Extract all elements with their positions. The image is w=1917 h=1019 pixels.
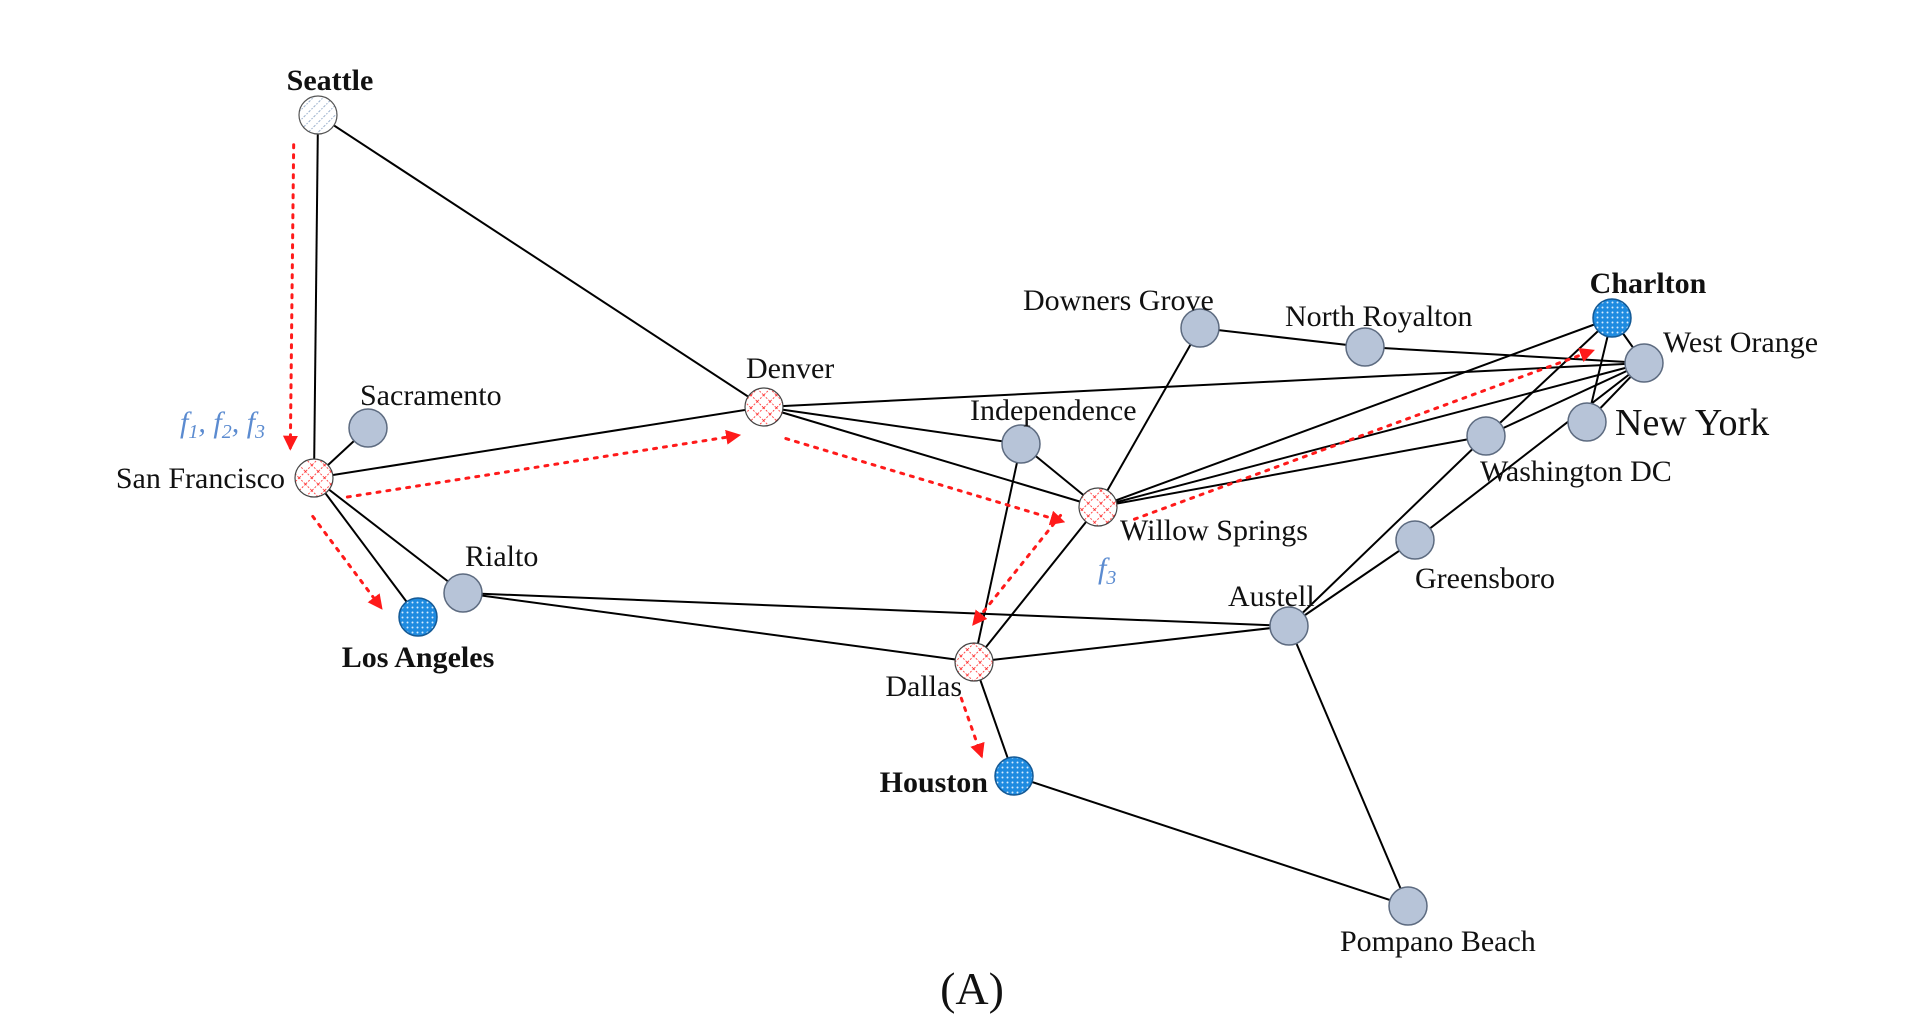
- edge-sanfrancisco-denver: [313, 406, 765, 479]
- labels-layer: Seattle San Francisco Sacramento Los Angele…: [116, 64, 1818, 958]
- edge-westorange-washingtondc: [1485, 362, 1645, 437]
- node-label-willowsprings: Willow Springs: [1120, 514, 1308, 547]
- node-washingtondc: [1466, 416, 1506, 456]
- node-independence: [1001, 424, 1041, 464]
- edge-denver-willowsprings: [763, 406, 1099, 508]
- edge-willowsprings-charlton: [1097, 317, 1613, 508]
- node-houston: [994, 756, 1034, 796]
- edge-northroyalton-westorange: [1364, 346, 1645, 364]
- node-label-rialto: Rialto: [465, 540, 538, 573]
- node-label-austell: Austell: [1228, 580, 1315, 613]
- node-label-greensboro: Greensboro: [1415, 562, 1555, 595]
- flow-arrow-denver-willowsprings: [784, 437, 1066, 526]
- flows-layer: [282, 143, 1595, 759]
- node-seattle: [298, 95, 338, 135]
- node-newyork: [1567, 402, 1607, 442]
- edge-austell-washingtondc: [1288, 435, 1487, 627]
- flow-label-willow-springs: f3: [1098, 552, 1116, 589]
- figure-caption: (A): [940, 963, 1004, 1014]
- flow-arrow-willowsprings-charlton: [1132, 347, 1595, 521]
- node-label-seattle: Seattle: [287, 64, 374, 97]
- edge-seattle-denver: [317, 114, 765, 408]
- edge-denver-westorange: [763, 362, 1645, 408]
- edge-sanfrancisco-losangeles: [313, 477, 419, 618]
- edge-downersgrove-northroyalton: [1199, 327, 1366, 348]
- node-northroyalton: [1345, 327, 1385, 367]
- node-pompanobeach: [1388, 886, 1428, 926]
- edge-willowsprings-dallas: [973, 506, 1099, 663]
- node-label-sanfrancisco: San Francisco: [116, 462, 285, 495]
- flow-label-san-francisco: f1, f2, f3: [180, 406, 265, 443]
- node-label-downersgrove: Downers Grove: [1023, 284, 1214, 317]
- node-label-northroyalton: North Royalton: [1285, 300, 1473, 333]
- edge-charlton-washingtondc: [1485, 317, 1613, 437]
- node-sanfrancisco: [294, 458, 334, 498]
- edge-willowsprings-washingtondc: [1097, 435, 1487, 508]
- node-label-losangeles: Los Angeles: [342, 641, 495, 674]
- node-sacramento: [348, 408, 388, 448]
- node-austell: [1269, 606, 1309, 646]
- edge-willowsprings-westorange: [1097, 362, 1645, 508]
- edge-downersgrove-willowsprings: [1097, 327, 1201, 508]
- edge-denver-independence: [763, 406, 1022, 445]
- node-label-houston: Houston: [880, 766, 989, 799]
- node-label-independence: Independence: [970, 394, 1137, 427]
- node-label-charlton: Charlton: [1590, 267, 1707, 300]
- node-westorange: [1624, 343, 1664, 383]
- node-label-denver: Denver: [746, 352, 834, 385]
- edge-sanfrancisco-rialto: [313, 477, 464, 594]
- flow-arrow-dallas-houston: [959, 696, 985, 759]
- node-label-newyork: New York: [1615, 402, 1769, 444]
- node-label-sacramento: Sacramento: [360, 379, 502, 412]
- edge-houston-pompanobeach: [1013, 775, 1409, 907]
- flow-arrow-sanfrancisco-losangeles: [311, 514, 383, 610]
- node-denver: [744, 387, 784, 427]
- node-greensboro: [1395, 520, 1435, 560]
- node-downersgrove: [1180, 308, 1220, 348]
- edge-rialto-dallas: [462, 592, 975, 663]
- flow-arrow-seattle-sanfrancisco: [282, 143, 298, 451]
- edge-dallas-austell: [973, 625, 1290, 663]
- node-label-westorange: West Orange: [1663, 326, 1818, 359]
- node-label-washingtondc: Washington DC: [1480, 455, 1672, 488]
- node-rialto: [443, 573, 483, 613]
- edge-rialto-austell: [462, 592, 1290, 627]
- node-label-pompanobeach: Pompano Beach: [1340, 925, 1536, 958]
- edge-austell-greensboro: [1288, 539, 1416, 627]
- node-losangeles: [398, 597, 438, 637]
- nodes-layer: [294, 95, 1664, 926]
- edge-dallas-houston: [973, 661, 1015, 777]
- node-label-dallas: Dallas: [885, 670, 962, 703]
- flow-arrow-willowsprings-dallas: [972, 513, 1063, 626]
- node-willowsprings: [1078, 487, 1118, 527]
- edge-austell-pompanobeach: [1288, 625, 1409, 907]
- node-dallas: [954, 642, 994, 682]
- edge-seattle-sanfrancisco: [313, 114, 319, 479]
- flow-arrow-sanfrancisco-denver: [345, 429, 742, 499]
- node-charlton: [1592, 298, 1632, 338]
- edge-greensboro-westorange: [1414, 362, 1645, 541]
